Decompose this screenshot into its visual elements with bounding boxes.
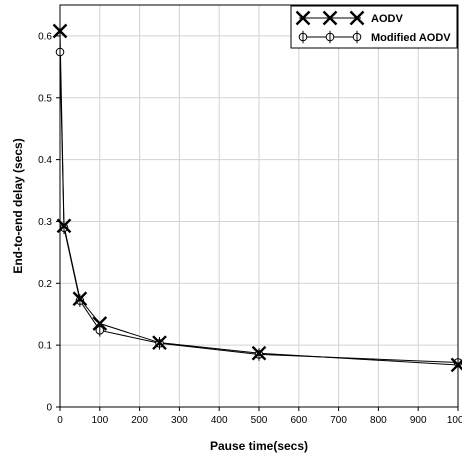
legend-item: Modified AODV <box>298 30 451 44</box>
data-point <box>152 335 167 351</box>
x-tick-label: 500 <box>251 415 268 426</box>
y-tick-label: 0.6 <box>38 31 52 42</box>
x-marker <box>295 10 311 26</box>
data-point <box>75 294 85 307</box>
circle-plus-marker <box>352 30 362 44</box>
legend-box <box>290 5 458 49</box>
y-tick-label: 0 <box>46 403 52 414</box>
x-tick-label: 0 <box>57 415 63 426</box>
legend-item: AODV <box>295 10 403 26</box>
x-tick-label: 800 <box>370 415 387 426</box>
x-tick-label: 200 <box>131 415 148 426</box>
legend-label: AODV <box>371 13 403 25</box>
y-tick-labels: 0 0.1 0.2 0.3 0.4 0.5 0.6 <box>38 31 60 414</box>
series-markers <box>52 23 462 373</box>
legend-label: Modified AODV <box>371 32 451 44</box>
x-tick-label: 600 <box>290 415 307 426</box>
legend: AODV Modified AODV <box>290 5 458 49</box>
y-tick-label: 0.4 <box>38 155 52 166</box>
data-point <box>92 316 108 331</box>
x-marker <box>349 10 365 26</box>
y-tick-label: 0.5 <box>38 93 52 104</box>
x-tick-label: 400 <box>211 415 228 426</box>
circle-plus-marker <box>298 30 308 44</box>
x-tick-label: 100 <box>91 415 108 426</box>
circle-plus-marker <box>325 30 335 44</box>
y-tick-label: 0.2 <box>38 279 52 290</box>
grid-lines <box>59 5 459 408</box>
x-tick-label: 300 <box>171 415 188 426</box>
x-marker <box>322 10 338 26</box>
data-point <box>251 345 267 361</box>
series-layer <box>52 23 462 373</box>
data-point <box>72 291 88 307</box>
data-point <box>59 221 69 234</box>
x-tick-label: 700 <box>330 415 347 426</box>
y-axis-title: End-to-end delay (secs) <box>11 138 25 273</box>
x-tick-label: 900 <box>410 415 427 426</box>
x-axis-title: Pause time(secs) <box>210 439 308 453</box>
data-point <box>95 324 105 337</box>
y-tick-label: 0.1 <box>38 341 52 352</box>
y-tick-label: 0.3 <box>38 217 52 228</box>
